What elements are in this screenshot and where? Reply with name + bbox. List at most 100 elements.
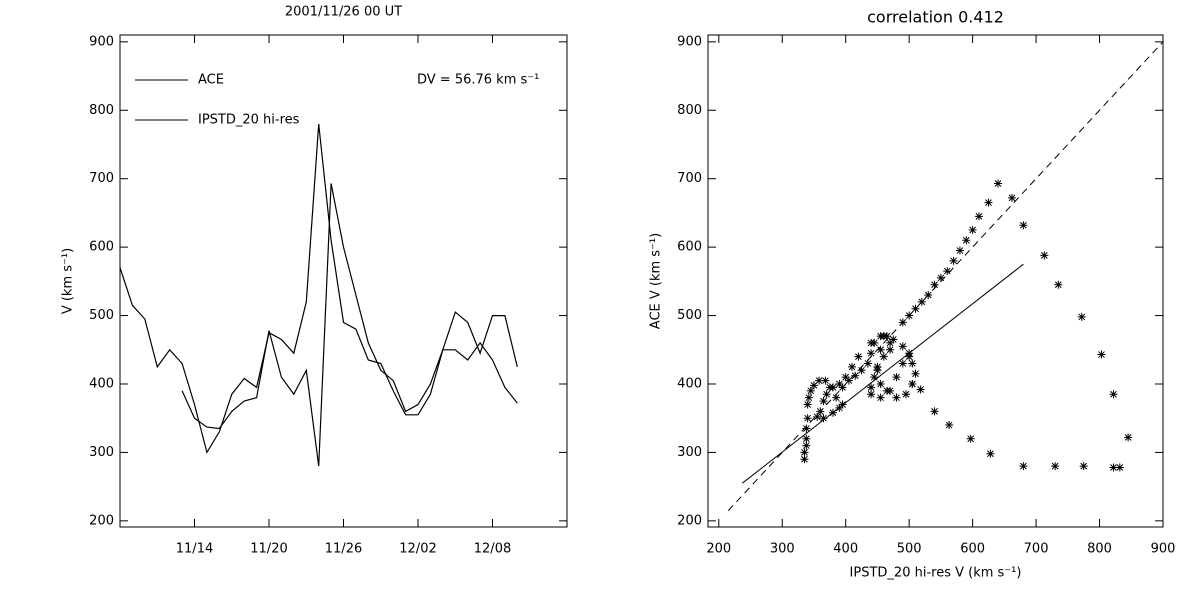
scatter-point	[905, 311, 914, 320]
y-tick-label: 900	[89, 34, 114, 49]
scatter-point	[838, 400, 847, 409]
scatter-point	[908, 359, 917, 368]
y-tick-label: 300	[89, 445, 114, 460]
scatter-point	[835, 379, 844, 388]
scatter-point	[943, 267, 952, 276]
scatter-point	[819, 397, 828, 406]
scatter-point	[809, 381, 818, 390]
scatter-point	[924, 291, 933, 300]
scatter-point	[879, 352, 888, 361]
scatter-point	[802, 424, 811, 433]
scatter-point	[815, 376, 824, 385]
scatter-point	[803, 414, 812, 423]
scatter-point	[848, 362, 857, 371]
scatter-point	[966, 434, 975, 443]
scatter-point	[821, 376, 830, 385]
scatter-point	[851, 371, 860, 380]
y-tick-label: 600	[677, 240, 702, 255]
scatter-point	[886, 345, 895, 354]
x-tick-label: 500	[897, 542, 922, 557]
y-tick-label: 200	[89, 513, 114, 528]
scatter-point	[905, 349, 914, 358]
scatter-point	[816, 407, 825, 416]
y-axis-label: ACE V (km s⁻¹)	[649, 233, 664, 329]
y-tick-label: 800	[677, 103, 702, 118]
scatter-point	[1115, 463, 1124, 472]
scatter-point	[863, 359, 872, 368]
scatter-point	[945, 421, 954, 430]
scatter-point	[879, 332, 888, 341]
scatter-point	[800, 448, 809, 457]
scatter-point	[835, 403, 844, 412]
scatter-point	[876, 379, 885, 388]
scatter-point	[832, 393, 841, 402]
scatter-point	[867, 383, 876, 392]
scatter-point	[873, 366, 882, 375]
scatter-point	[806, 386, 815, 395]
x-tick-label: 800	[1087, 542, 1112, 557]
scatter-point	[994, 179, 1003, 188]
scatter-point	[986, 449, 995, 458]
scatter-point	[867, 349, 876, 358]
y-tick-label: 700	[89, 171, 114, 186]
scatter-point	[882, 386, 891, 395]
x-tick-label: 11/26	[325, 542, 362, 557]
y-tick-label: 600	[89, 240, 114, 255]
scatter-point	[867, 390, 876, 399]
x-tick-label: 12/08	[474, 542, 511, 557]
scatter-point	[984, 198, 993, 207]
legend-label: ACE	[198, 73, 224, 88]
y-tick-label: 400	[89, 376, 114, 391]
x-tick-label: 900	[1151, 542, 1176, 557]
scatter-point	[1077, 312, 1086, 321]
scatter-point	[892, 393, 901, 402]
scatter-point	[1019, 462, 1028, 471]
scatter-point	[854, 352, 863, 361]
scatter-point	[1079, 462, 1088, 471]
scatter-point	[898, 342, 907, 351]
scatter-point	[822, 390, 831, 399]
scatter-point	[917, 297, 926, 306]
x-tick-label: 700	[1024, 542, 1049, 557]
x-tick-label: 11/14	[176, 542, 213, 557]
scatter-point	[803, 400, 812, 409]
scatter-point	[1007, 193, 1016, 202]
scatter-point	[889, 335, 898, 344]
scatter-point	[1051, 462, 1060, 471]
scatter-point	[1109, 390, 1118, 399]
scatter-point	[1054, 280, 1063, 289]
data-line	[181, 183, 518, 467]
scatter-point	[892, 373, 901, 382]
chart-title: correlation 0.412	[867, 8, 1004, 27]
x-tick-label: 11/20	[250, 542, 287, 557]
scatter-point	[1019, 221, 1028, 230]
x-axis-label: IPSTD_20 hi-res V (km s⁻¹)	[850, 566, 1022, 581]
scatter-point	[962, 236, 971, 245]
scatter-point	[867, 338, 876, 347]
y-tick-label: 200	[677, 513, 702, 528]
x-tick-label: 300	[770, 542, 795, 557]
plot-frame	[707, 34, 1164, 528]
scatter-point	[1124, 433, 1133, 442]
scatter-point	[802, 441, 811, 450]
reference-line	[727, 41, 1164, 511]
scatter-point	[800, 455, 809, 464]
scatter-point	[916, 385, 925, 394]
reference-line	[741, 263, 1024, 484]
y-tick-label: 700	[677, 171, 702, 186]
scatter-point	[841, 373, 850, 382]
scatter-point	[829, 383, 838, 392]
scatter-point	[898, 359, 907, 368]
scatter-point	[870, 373, 879, 382]
y-tick-label: 900	[677, 34, 702, 49]
scatter-point	[911, 304, 920, 313]
scatter-point	[949, 256, 958, 265]
x-tick-label: 400	[833, 542, 858, 557]
scatter-point	[829, 408, 838, 417]
x-tick-label: 600	[960, 542, 985, 557]
scatter-point	[844, 376, 853, 385]
scatter-point	[898, 318, 907, 327]
legend-label: IPSTD_20 hi-res	[198, 113, 300, 128]
